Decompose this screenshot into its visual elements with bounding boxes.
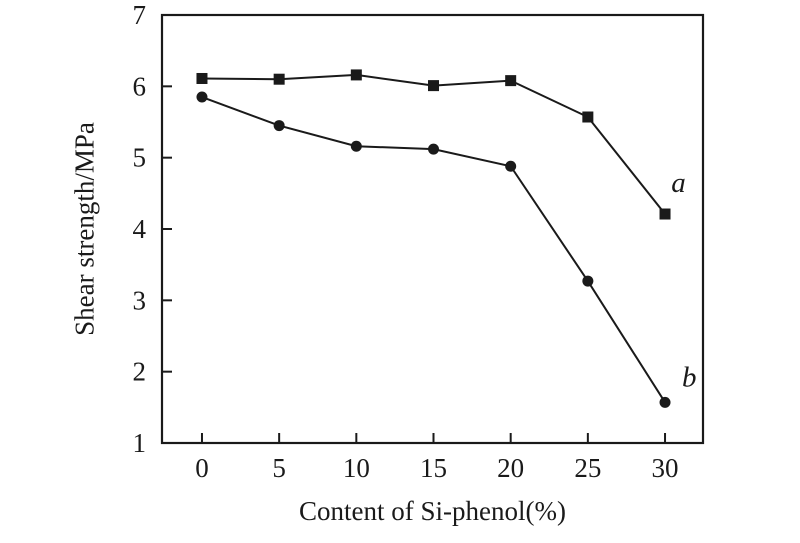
series-label-a: a <box>671 167 686 199</box>
series-b-marker-circle <box>273 120 285 132</box>
series-label-b: b <box>682 362 697 394</box>
series-a-marker-square <box>273 73 285 85</box>
series-a-marker-square <box>196 72 208 84</box>
x-tick-label: 5 <box>272 453 286 483</box>
plot-border <box>160 13 705 445</box>
y-tick-label: 6 <box>133 71 147 101</box>
x-tick-label: 10 <box>343 453 370 483</box>
x-tick-label: 25 <box>574 453 601 483</box>
y-tick-label: 7 <box>133 0 147 30</box>
x-tick-label: 15 <box>420 453 447 483</box>
y-axis-title: Shear strength/MPa <box>69 122 100 336</box>
y-tick-label: 5 <box>133 143 147 173</box>
y-tick-label: 1 <box>133 428 147 458</box>
series-b-marker-circle <box>659 396 671 408</box>
series-b-marker-circle <box>505 160 517 172</box>
series-a-marker-square <box>659 208 671 220</box>
series-a-marker-square <box>428 80 440 92</box>
y-tick-label: 3 <box>133 285 147 315</box>
series-b-line <box>201 96 666 403</box>
series-a-marker-square <box>582 111 594 123</box>
x-tick-label: 30 <box>652 453 679 483</box>
x-axis-title: Content of Si-phenol(%) <box>299 496 566 526</box>
series-a-marker-square <box>505 75 517 87</box>
series-a-marker-square <box>350 69 362 81</box>
y-tick-label: 2 <box>133 357 147 387</box>
series-b-marker-circle <box>582 275 594 287</box>
series-b-marker-circle <box>350 140 362 152</box>
series-b-marker-circle <box>428 143 440 155</box>
series-b-marker-circle <box>196 91 208 103</box>
x-tick-label: 0 <box>195 453 209 483</box>
y-tick-label: 4 <box>133 214 147 244</box>
x-tick-label: 20 <box>497 453 524 483</box>
